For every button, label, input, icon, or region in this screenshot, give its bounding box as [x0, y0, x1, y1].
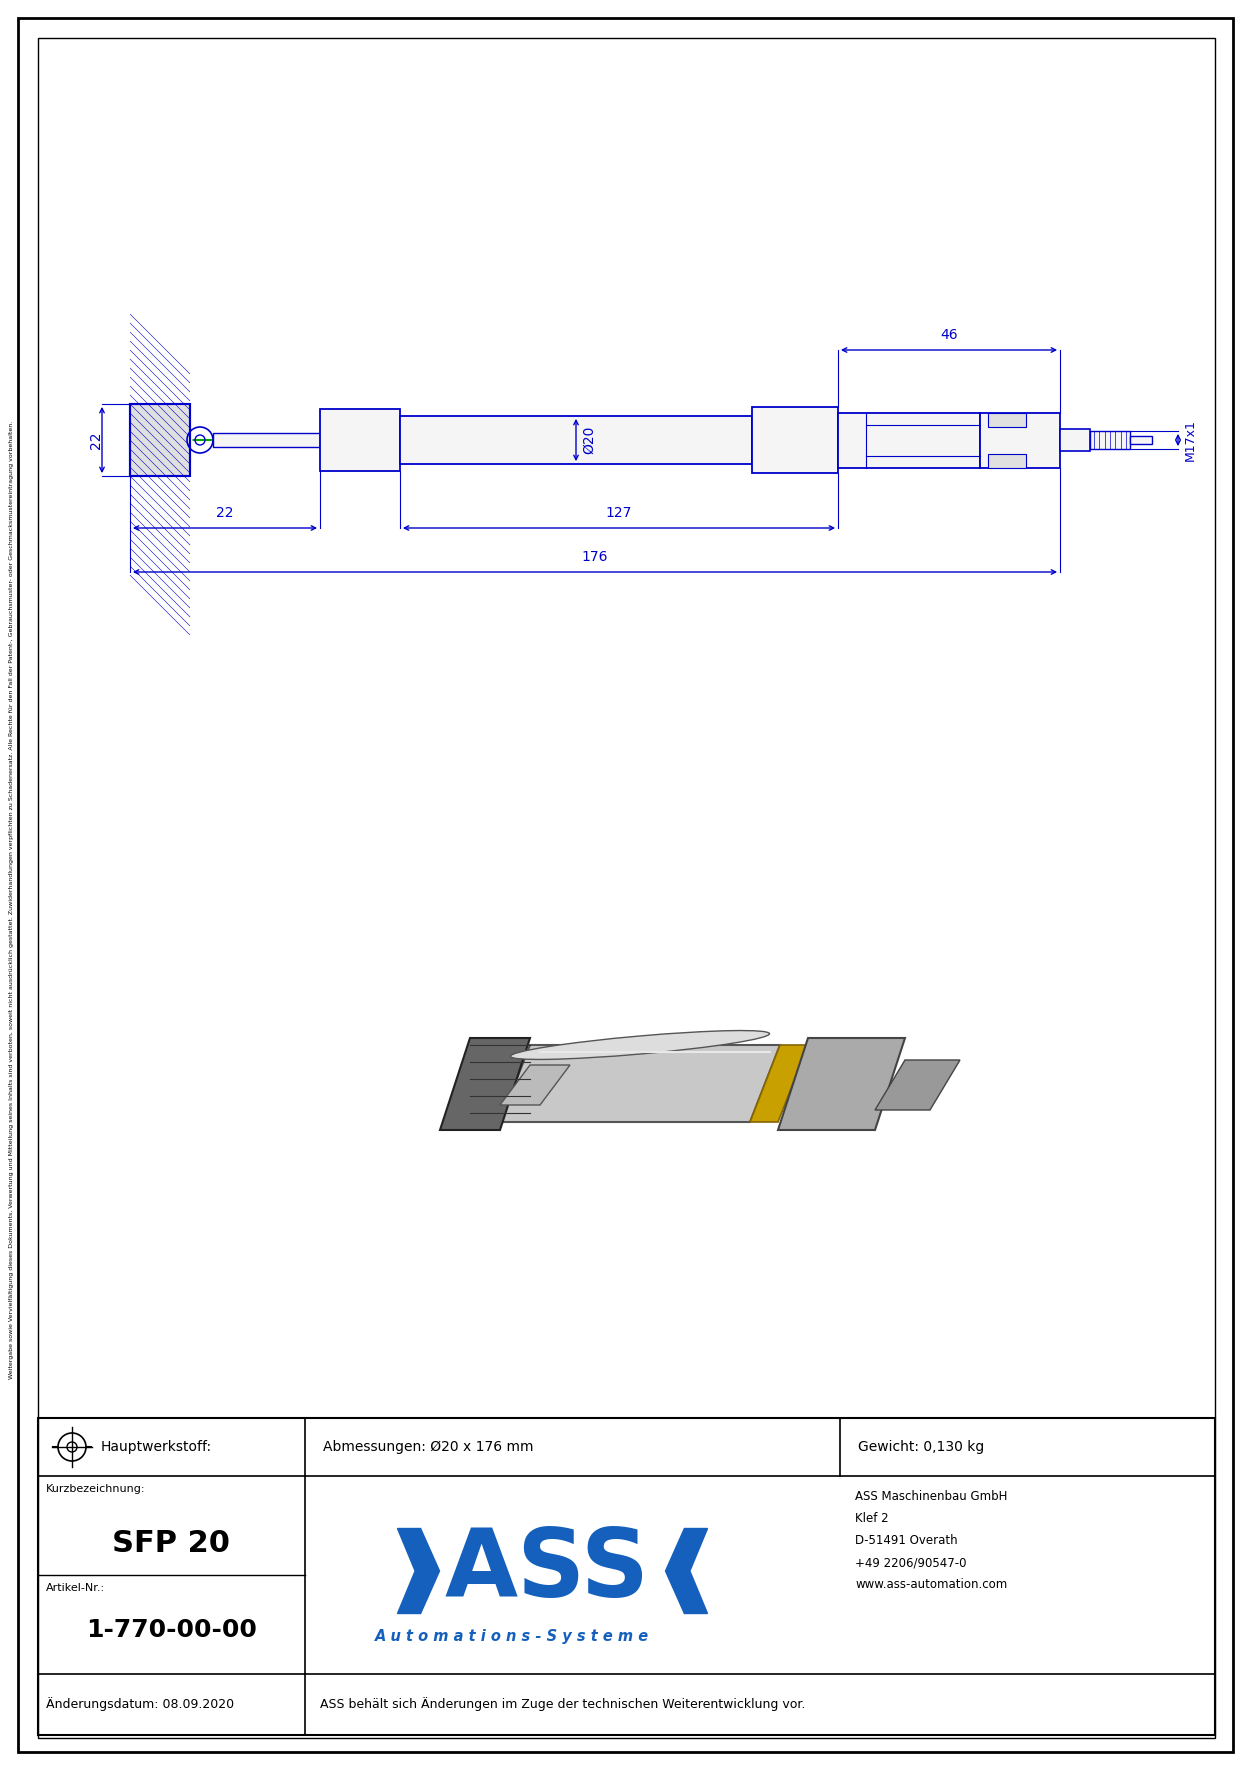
Text: Abmessungen: Ø20 x 176 mm: Abmessungen: Ø20 x 176 mm: [323, 1441, 534, 1455]
Bar: [130, 404, 190, 477]
Bar: [130, 404, 190, 477]
Bar: [400, 416, 752, 464]
Bar: [213, 432, 320, 447]
Text: Ø20: Ø20: [581, 425, 596, 454]
Text: Artikel-Nr.:: Artikel-Nr.:: [46, 1582, 105, 1593]
Bar: [320, 409, 400, 471]
Text: ASS Maschinenbau GmbH: ASS Maschinenbau GmbH: [855, 1490, 1007, 1503]
Polygon shape: [440, 1038, 530, 1131]
Text: 1-770-00-00: 1-770-00-00: [86, 1618, 257, 1643]
Bar: [1060, 429, 1090, 452]
Text: 22: 22: [89, 431, 103, 448]
Bar: [752, 408, 838, 473]
Text: 176: 176: [581, 549, 608, 563]
Polygon shape: [751, 1045, 808, 1122]
Polygon shape: [665, 1529, 708, 1614]
Bar: [980, 413, 1060, 468]
Text: Gewicht: 0,130 kg: Gewicht: 0,130 kg: [858, 1441, 985, 1455]
Bar: [1090, 431, 1130, 448]
Text: ASS behält sich Änderungen im Zuge der technischen Weiterentwicklung vor.: ASS behält sich Änderungen im Zuge der t…: [320, 1698, 806, 1712]
Text: Änderungsdatum: 08.09.2020: Änderungsdatum: 08.09.2020: [46, 1698, 234, 1712]
Text: Klef 2: Klef 2: [855, 1512, 888, 1526]
Bar: [838, 413, 980, 468]
Text: D-51491 Overath: D-51491 Overath: [855, 1535, 957, 1547]
Ellipse shape: [510, 1031, 769, 1060]
Text: 127: 127: [605, 507, 633, 519]
Bar: [989, 454, 1026, 468]
Text: +49 2206/90547-0: +49 2206/90547-0: [855, 1556, 966, 1568]
Text: SFP 20: SFP 20: [113, 1529, 231, 1559]
Bar: [1130, 436, 1152, 445]
Text: M17x1: M17x1: [1184, 418, 1197, 461]
Bar: [989, 413, 1026, 427]
Polygon shape: [778, 1038, 905, 1131]
Text: ASS: ASS: [445, 1526, 649, 1618]
Text: www.ass-automation.com: www.ass-automation.com: [855, 1579, 1007, 1591]
Polygon shape: [500, 1065, 570, 1106]
Bar: [38, 1418, 1215, 1735]
Text: Kurzbezeichnung:: Kurzbezeichnung:: [46, 1483, 145, 1494]
Polygon shape: [500, 1045, 781, 1122]
Text: 22: 22: [217, 507, 234, 519]
Text: A u t o m a t i o n s - S y s t e m e: A u t o m a t i o n s - S y s t e m e: [376, 1628, 649, 1643]
Polygon shape: [397, 1529, 440, 1614]
Polygon shape: [875, 1060, 960, 1109]
Text: Hauptwerkstoff:: Hauptwerkstoff:: [101, 1441, 212, 1455]
Text: 46: 46: [940, 328, 957, 342]
Text: Weitergabe sowie Vervielfältigung dieses Dokuments, Verwertung und Mitteilung se: Weitergabe sowie Vervielfältigung dieses…: [10, 422, 15, 1379]
